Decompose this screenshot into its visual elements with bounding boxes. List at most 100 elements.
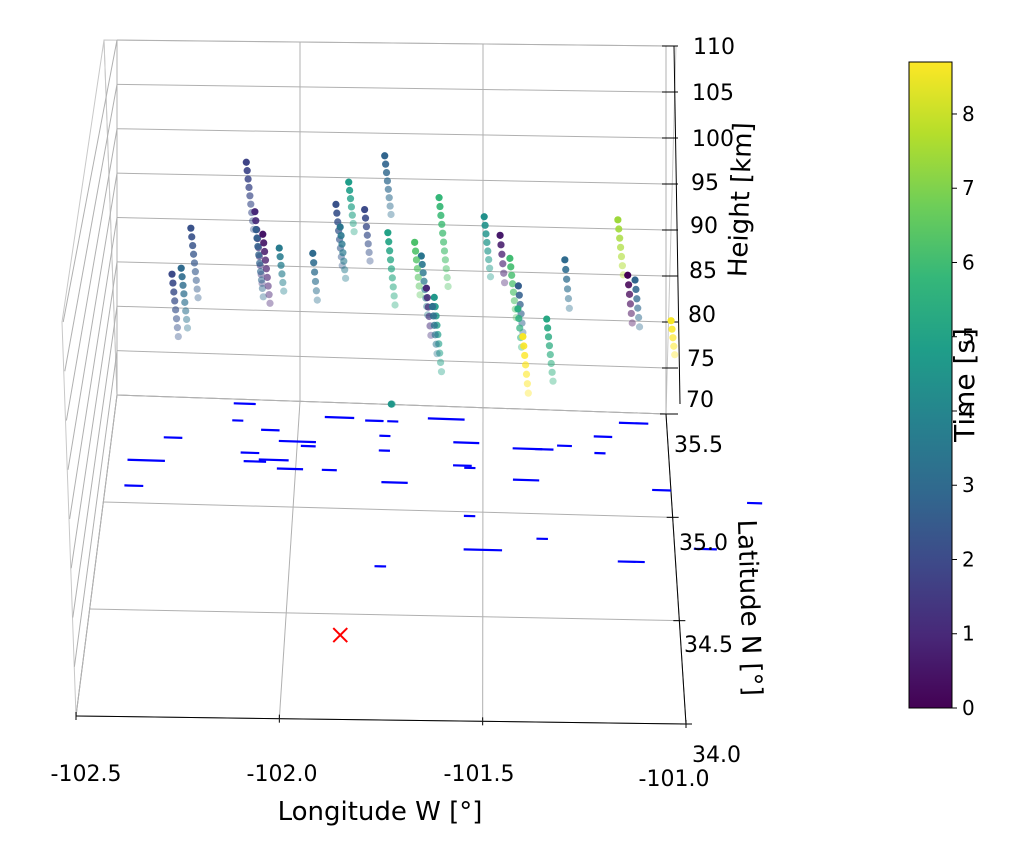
z-gridline — [117, 84, 666, 92]
colorbar-tick-label: 0 — [962, 696, 975, 720]
z-tick-label: 80 — [688, 303, 716, 328]
meteor-point — [252, 217, 259, 224]
z-axis-label: Height [km] — [723, 122, 758, 278]
meteor-point — [519, 333, 526, 340]
meteor-point — [348, 203, 355, 210]
ground-track — [619, 423, 648, 424]
meteor-point — [415, 274, 422, 281]
meteor-point — [311, 268, 318, 275]
meteor-point — [188, 233, 195, 240]
colorbar-tick-label: 6 — [962, 250, 975, 274]
meteor-point — [437, 359, 444, 366]
meteor-point — [507, 263, 514, 270]
meteor-trail — [309, 250, 321, 304]
meteor-point — [310, 259, 317, 266]
y-tick-labels: 34.0 34.5 35.0 35.5 — [674, 433, 741, 768]
meteor-point — [482, 222, 489, 229]
meteor-trail — [178, 265, 192, 332]
meteor-point — [171, 297, 178, 304]
meteor-point — [170, 288, 177, 295]
meteor-point — [362, 215, 369, 222]
ground-track — [279, 441, 316, 442]
meteor-point — [247, 201, 254, 208]
meteor-point — [547, 351, 554, 358]
meteor-point — [245, 175, 252, 182]
meteor-point — [251, 208, 258, 215]
meteor-point — [669, 334, 676, 341]
colorbar-tick-label: 3 — [962, 473, 975, 497]
z-tick-label: 85 — [689, 259, 717, 284]
meteor-trail — [435, 194, 451, 290]
ground-track — [513, 480, 539, 481]
meteor-point — [485, 256, 492, 263]
ground-track — [535, 449, 554, 450]
meteor-point — [191, 259, 198, 266]
meteor-point — [366, 257, 373, 264]
meteor-point — [338, 232, 345, 239]
meteor-point — [178, 265, 185, 272]
meteor-point — [194, 285, 201, 292]
meteor-point — [262, 257, 269, 264]
ground-track — [241, 453, 260, 454]
z-side-gridline — [74, 351, 117, 667]
meteor-point — [431, 322, 438, 329]
meteor-point — [385, 186, 392, 193]
meteor-point — [619, 262, 626, 269]
meteor-point — [361, 206, 368, 213]
colorbar-tick-label: 8 — [962, 102, 975, 126]
meteor-point — [246, 192, 253, 199]
x-axis-line — [76, 716, 686, 724]
ground-track — [453, 465, 472, 466]
ground-track — [594, 436, 612, 437]
meteor-point — [615, 225, 622, 232]
meteor-point — [278, 270, 285, 277]
meteor-point — [564, 285, 571, 292]
meteor-point — [625, 281, 632, 288]
meteor-point — [266, 291, 273, 298]
z-gridline — [117, 173, 666, 184]
ground-track — [234, 403, 256, 404]
meteor-point — [521, 352, 528, 359]
floor-pane — [76, 395, 686, 724]
meteor-point — [523, 371, 530, 378]
z-gridline — [117, 351, 666, 368]
lat-floor-gridline — [103, 502, 672, 517]
meteor-point — [364, 232, 371, 239]
y-tick-label: 34.0 — [692, 743, 741, 768]
meteor-point — [499, 260, 506, 267]
meteor-point — [260, 239, 267, 246]
meteor-point — [416, 291, 423, 298]
meteor-point — [563, 276, 570, 283]
meteor-point — [629, 319, 636, 326]
meteor-point — [338, 241, 345, 248]
meteor-point — [441, 247, 448, 254]
meteor-point — [314, 297, 321, 304]
y-tick-label: 35.5 — [674, 433, 723, 458]
side-pane — [62, 40, 117, 716]
meteor-point — [337, 223, 344, 230]
ground-track — [618, 561, 645, 562]
y-tick-label: 35.0 — [679, 531, 728, 556]
meteor-point — [439, 230, 446, 237]
meteor-point — [244, 167, 251, 174]
meteor-point — [617, 244, 624, 251]
meteor-point — [411, 239, 418, 246]
z-tick-label: 90 — [690, 214, 718, 239]
colorbar-tick-label: 2 — [962, 547, 975, 571]
meteor-point — [180, 290, 187, 297]
meteor-point — [516, 324, 523, 331]
meteor-point — [350, 220, 357, 227]
meteor-point — [190, 251, 197, 258]
meteor-point — [192, 268, 199, 275]
ground-track — [325, 417, 354, 418]
meteor-point — [252, 226, 259, 233]
meteor-point — [309, 250, 316, 257]
z-gridline — [117, 218, 666, 231]
x-tick-label: -102.0 — [247, 762, 318, 787]
ground-track — [428, 418, 465, 419]
meteor-point — [312, 278, 319, 285]
meteor-point — [501, 279, 508, 286]
meteor-point — [524, 380, 531, 387]
meteor-point — [179, 273, 186, 280]
